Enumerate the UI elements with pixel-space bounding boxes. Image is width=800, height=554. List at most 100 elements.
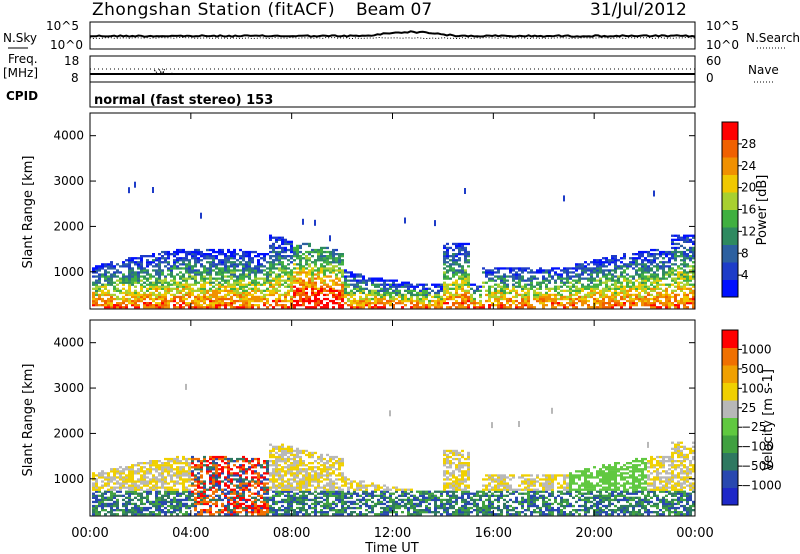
- heatmap-cell: [287, 259, 290, 262]
- heatmap-cell: [164, 257, 167, 260]
- heatmap-cell: [266, 271, 269, 274]
- cpid-panel: CPID normal (fast stereo) 153: [6, 81, 696, 108]
- heatmap-cell: [158, 306, 161, 309]
- heatmap-cell: [128, 257, 131, 260]
- heatmap-cell: [137, 279, 140, 282]
- heatmap-cell: [284, 279, 287, 282]
- heatmap-cell: [566, 269, 569, 272]
- heatmap-cell: [308, 285, 311, 288]
- heatmap-cell: [209, 257, 212, 260]
- heatmap-cell: [665, 295, 668, 299]
- heatmap-cell: [467, 289, 470, 292]
- heatmap-cell: [107, 291, 110, 295]
- heatmap-cell: [353, 273, 356, 276]
- heatmap-cell: [326, 259, 329, 262]
- heatmap-cell: [527, 293, 530, 297]
- heatmap-cell: [266, 502, 269, 506]
- heatmap-cell: [275, 509, 278, 512]
- heatmap-cell: [590, 281, 593, 284]
- heatmap-cell: [521, 267, 524, 270]
- heatmap-cell: [128, 287, 131, 290]
- heatmap-cell: [446, 291, 449, 295]
- heatmap-cell: [320, 277, 323, 280]
- heatmap-cell: [164, 478, 167, 481]
- heatmap-cell: [281, 304, 284, 307]
- heatmap-cell: [245, 486, 248, 489]
- heatmap-cell: [305, 306, 308, 309]
- heatmap-cell: [212, 299, 215, 303]
- heatmap-cell: [95, 513, 98, 516]
- heatmap-cell: [290, 502, 293, 506]
- heatmap-cell: [317, 253, 320, 256]
- heatmap-cell: [275, 259, 278, 262]
- heatmap-cell: [284, 281, 287, 284]
- heatmap-cell: [590, 273, 593, 276]
- heatmap-cell: [203, 291, 206, 295]
- heatmap-cell: [308, 478, 311, 481]
- heatmap-cell: [524, 295, 527, 299]
- heatmap-cell: [458, 263, 461, 266]
- heatmap-cell: [293, 253, 296, 256]
- heatmap-cell: [137, 281, 140, 284]
- heatmap-cell: [155, 304, 158, 307]
- heatmap-cell: [611, 259, 614, 262]
- heatmap-cell: [677, 287, 680, 290]
- heatmap-cell: [326, 263, 329, 266]
- heatmap-cell: [344, 283, 347, 286]
- heatmap-cell: [644, 269, 647, 272]
- heatmap-cell: [239, 506, 242, 510]
- heatmap-cell: [254, 476, 257, 479]
- heatmap-cell: [449, 291, 452, 295]
- heatmap-cell: [635, 265, 638, 268]
- heatmap-cell: [167, 464, 170, 467]
- heatmap-cell: [323, 297, 326, 301]
- heatmap-cell: [434, 285, 437, 288]
- heatmap-cell: [566, 285, 569, 288]
- heatmap-cell: [116, 287, 119, 290]
- heatmap-cell: [623, 297, 626, 301]
- heatmap-cell: [254, 289, 257, 292]
- heatmap-cell: [623, 293, 626, 297]
- heatmap-cell: [299, 297, 302, 301]
- heatmap-cell: [107, 293, 110, 297]
- heatmap-cell: [173, 265, 176, 268]
- heatmap-cell: [605, 279, 608, 282]
- heatmap-cell: [134, 504, 137, 508]
- heatmap-cell: [149, 464, 152, 467]
- heatmap-cell: [479, 304, 482, 307]
- heatmap-cell: [182, 287, 185, 290]
- heatmap-cell: [635, 293, 638, 297]
- heatmap-cell: [194, 263, 197, 266]
- heatmap-cell: [509, 291, 512, 295]
- heatmap-cell: [167, 470, 170, 473]
- heatmap-cell: [98, 494, 101, 497]
- heatmap-cell: [413, 285, 416, 288]
- heatmap-cell: [296, 250, 299, 254]
- heatmap-cell: [128, 283, 131, 286]
- heatmap-cell: [122, 468, 125, 471]
- heatmap-cell: [212, 281, 215, 284]
- heatmap-cell: [143, 302, 146, 305]
- heatmap-cell: [674, 281, 677, 284]
- heatmap-cell: [212, 277, 215, 280]
- heatmap-cell: [341, 283, 344, 286]
- heatmap-cell: [572, 275, 575, 278]
- heatmap-cell: [419, 297, 422, 301]
- heatmap-cell: [317, 275, 320, 278]
- heatmap-cell: [626, 283, 629, 286]
- heatmap-cell: [341, 295, 344, 299]
- heatmap-cell: [221, 457, 224, 461]
- heatmap-cell: [653, 299, 656, 303]
- heatmap-cell: [137, 484, 140, 487]
- heatmap-cell: [668, 269, 671, 272]
- heatmap-cell: [230, 295, 233, 299]
- heatmap-cell: [671, 302, 674, 305]
- heatmap-cell: [179, 299, 182, 303]
- heatmap-cell: [569, 285, 572, 288]
- heatmap-cell: [248, 287, 251, 290]
- heatmap-cell: [410, 291, 413, 295]
- heatmap-cell: [356, 299, 359, 303]
- heatmap-cell: [332, 287, 335, 290]
- heatmap-cell: [506, 275, 509, 278]
- heatmap-cell: [176, 281, 179, 284]
